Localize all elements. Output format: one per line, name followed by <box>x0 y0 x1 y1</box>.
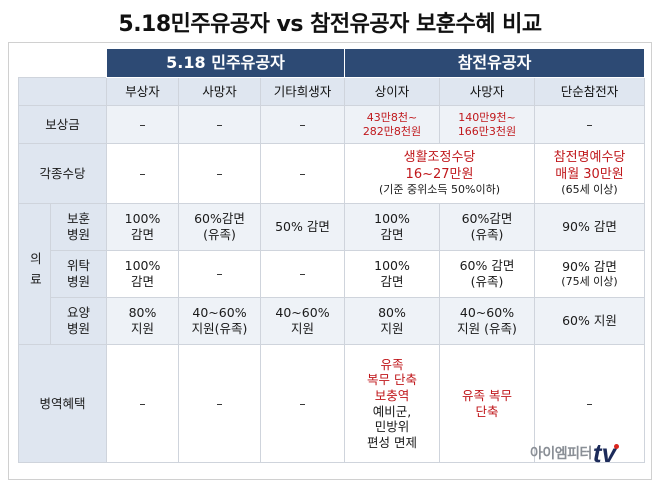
table-cell: 80% 지원 <box>344 297 440 345</box>
table-cell: 100% 감면 <box>344 250 440 298</box>
table-cell: – <box>178 143 261 204</box>
table-cell: – <box>106 143 179 204</box>
table-cell: 60%감면 (유족) <box>439 203 535 251</box>
table-cell: 90% 감면 (75세 이상) <box>534 250 645 298</box>
table-cell: 50% 감면 <box>260 203 345 251</box>
column-header: 사망자 <box>178 77 261 106</box>
table-cell: 60% 감면 (유족) <box>439 250 535 298</box>
group-header-veterans: 참전유공자 <box>344 48 645 78</box>
page-title: 5.18민주유공자 vs 참전유공자 보훈수혜 비교 <box>118 12 542 37</box>
honor-allowance-note: (65세 이상) <box>561 182 618 196</box>
column-header: 부상자 <box>106 77 179 106</box>
medical-label: 의료 <box>27 251 43 293</box>
table-cell: – <box>260 250 345 298</box>
wiuak-age-note: (75세 이상) <box>561 274 618 288</box>
row-label-wiuak: 위탁 병원 <box>50 250 107 298</box>
row-label-allowance: 각종수당 <box>18 143 107 204</box>
table-cell: – <box>534 105 645 144</box>
table-cell: 90% 감면 <box>534 203 645 251</box>
corner-cell <box>18 48 107 78</box>
table-cell: 80% 지원 <box>106 297 179 345</box>
table-cell: 100% 감면 <box>106 250 179 298</box>
row-label-military: 병역혜택 <box>18 344 107 463</box>
military-red-text: 유족 복무 단축 보충역 <box>367 356 417 403</box>
row-label-yoyang: 요양 병원 <box>50 297 107 345</box>
table-cell: 참전명예수당 매월 30만원 (65세 이상) <box>534 143 645 204</box>
table-cell: – <box>178 105 261 144</box>
table-cell: – <box>534 344 645 463</box>
table-cell: – <box>260 143 345 204</box>
wiuak-rate: 90% 감면 <box>562 259 617 275</box>
table-cell: 60%감면 (유족) <box>178 203 261 251</box>
allowance-main-text: 생활조정수당 16~27만원 <box>403 150 476 182</box>
table-cell: 43만8천~ 282만8천원 <box>344 105 440 144</box>
table-cell: 60% 지원 <box>534 297 645 345</box>
table-cell: 40~60% 지원 (유족) <box>439 297 535 345</box>
allowance-note: (기준 중위소득 50%이하) <box>379 182 500 196</box>
row-label-compensation: 보상금 <box>18 105 107 144</box>
column-header: 상이자 <box>344 77 440 106</box>
row-label-bohun: 보훈 병원 <box>50 203 107 251</box>
logo-dot-icon <box>614 443 620 449</box>
table-cell: – <box>260 344 345 463</box>
table-cell: – <box>260 105 345 144</box>
table-cell: 100% 감면 <box>106 203 179 251</box>
logo-tv: tv <box>592 438 617 468</box>
column-header: 단순참전자 <box>534 77 645 106</box>
table-cell: 140만9천~ 166만3천원 <box>439 105 535 144</box>
outer-frame <box>8 42 652 480</box>
table-cell: 40~60% 지원(유족) <box>178 297 261 345</box>
table-cell: 40~60% 지원 <box>260 297 345 345</box>
honor-allowance-text: 참전명예수당 매월 30만원 <box>553 150 626 182</box>
row-label-medical: 의료 <box>18 203 51 345</box>
table-cell: – <box>106 344 179 463</box>
merged-allowance-cell: 생활조정수당 16~27만원 (기준 중위소득 50%이하) <box>344 143 535 204</box>
table-cell: – <box>178 344 261 463</box>
group-header-518: 5.18 민주유공자 <box>106 48 345 78</box>
table-cell: 유족 복무 단축 <box>439 344 535 463</box>
brand-logo: 아이엠피터 tv <box>530 438 620 468</box>
comparison-table: 5.18 민주유공자 참전유공자 부상자 사망자 기타희생자 상이자 사망자 단… <box>18 48 645 463</box>
logo-text: 아이엠피터 <box>530 445 592 461</box>
column-header: 기타희생자 <box>260 77 345 106</box>
corner-sub-cell <box>18 77 107 106</box>
military-black-text: 예비군, 민방위 편성 면제 <box>367 403 417 450</box>
table-cell: – <box>178 250 261 298</box>
table-cell: – <box>106 105 179 144</box>
column-header: 사망자 <box>439 77 535 106</box>
table-cell: 유족 복무 단축 보충역 예비군, 민방위 편성 면제 <box>344 344 440 463</box>
table-cell: 100% 감면 <box>344 203 440 251</box>
